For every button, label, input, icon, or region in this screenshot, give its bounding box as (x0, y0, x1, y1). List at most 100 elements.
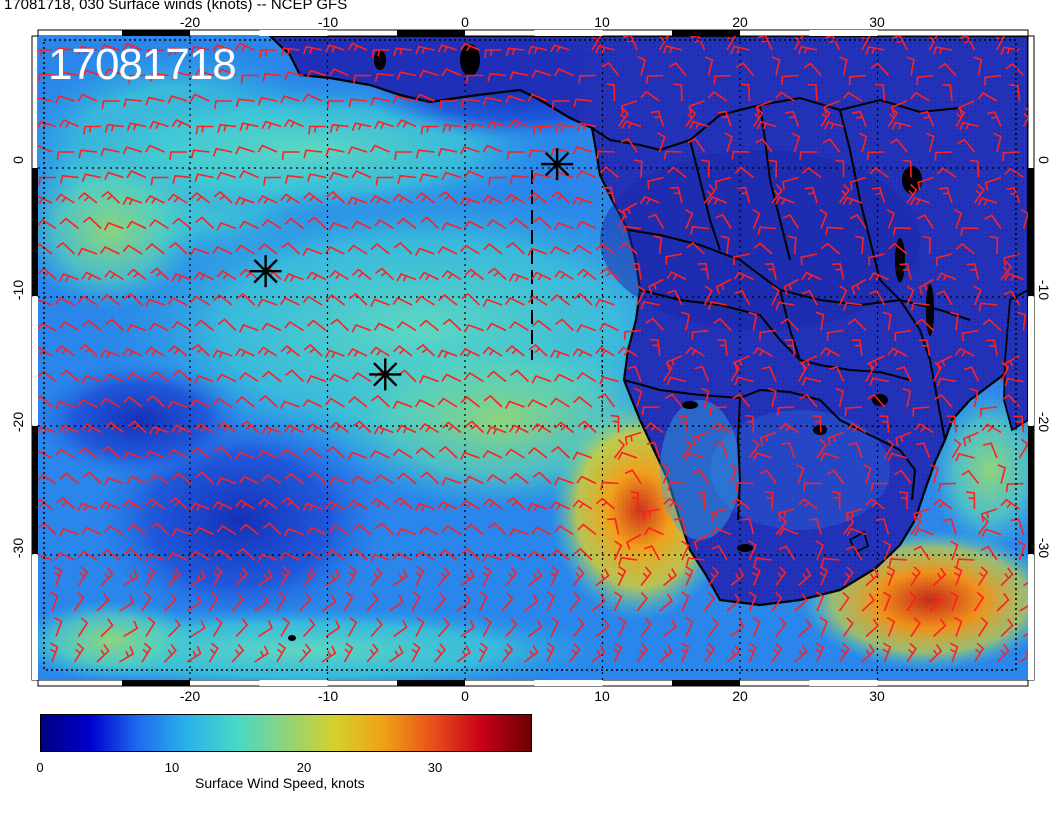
wind-barb (832, 262, 845, 280)
wind-barb (666, 355, 683, 370)
wind-barb (717, 339, 728, 357)
wind-barb (777, 406, 795, 416)
wind-barb (981, 423, 1002, 434)
wind-barb (190, 550, 210, 561)
wind-barb (506, 241, 526, 255)
wind-barb (906, 642, 917, 663)
wind-barb (797, 618, 812, 638)
wind-barb (439, 100, 457, 110)
wind-barb (437, 617, 451, 638)
wind-barb (1004, 167, 1024, 179)
wind-barb (820, 347, 840, 357)
wind-barb (81, 422, 102, 434)
wind-barb (141, 642, 152, 663)
wind-barb (261, 218, 282, 230)
wind-barb (101, 445, 121, 459)
wind-barb (757, 36, 773, 51)
wind-barb (302, 618, 316, 638)
wind-barb (528, 568, 543, 587)
wind-barb (392, 448, 413, 459)
wind-barb (55, 47, 75, 57)
wind-barb (799, 393, 818, 408)
wind-barb (842, 91, 863, 102)
wind-barb (104, 524, 124, 536)
wind-barb (460, 244, 480, 255)
wind-barb (869, 355, 885, 371)
wind-barb (55, 193, 75, 204)
wind-barb (437, 245, 458, 255)
wind-barb (647, 176, 664, 190)
wind-barb (624, 469, 642, 484)
wind-barb (801, 355, 818, 371)
wind-barb (1002, 151, 1020, 161)
wind-barb (238, 475, 259, 485)
colorbar-label: Surface Wind Speed, knots (195, 775, 365, 791)
lon-tick-segment (397, 680, 465, 686)
wind-barb (261, 473, 282, 485)
wind-barb (1004, 377, 1024, 387)
wind-barb (793, 644, 808, 663)
wind-barb (851, 278, 867, 295)
wind-barb (775, 515, 788, 536)
wind-barb (284, 217, 304, 230)
wind-barb (190, 45, 210, 55)
wind-barb (1010, 518, 1025, 535)
lon-tick-segment (809, 680, 878, 686)
wind-barb (681, 311, 691, 331)
wind-barb (216, 477, 237, 486)
wind-barb (1000, 46, 1020, 56)
wind-barb (190, 569, 206, 587)
wind-barb (280, 345, 300, 357)
wind-barb (163, 643, 177, 663)
wind-barb (438, 549, 458, 561)
wind-barb (549, 349, 570, 359)
wind-barb (550, 397, 570, 408)
wind-barb (415, 447, 435, 459)
wind-barb (306, 526, 327, 536)
wind-barb (577, 523, 597, 536)
wind-barb (189, 398, 210, 408)
wind-barb (104, 171, 124, 181)
wind-barb (645, 317, 665, 332)
wind-barb (693, 533, 709, 551)
wind-barb (863, 464, 872, 484)
wind-barb (865, 567, 879, 587)
wind-barb (1003, 253, 1020, 267)
lat-tick-segment (32, 426, 38, 554)
wind-barb (329, 269, 349, 281)
wind-barb (50, 591, 59, 612)
wind-barb (775, 91, 795, 102)
wind-barb (483, 243, 503, 255)
wind-barb (977, 91, 998, 102)
wind-barb (78, 343, 98, 357)
wind-barb (980, 406, 998, 417)
wind-barb (213, 549, 233, 561)
wind-barb (280, 617, 291, 637)
wind-barb (756, 100, 773, 115)
wind-barb (146, 394, 166, 408)
wind-barb (96, 643, 110, 663)
wind-barb (633, 387, 643, 408)
wind-barb (527, 502, 548, 512)
wind-barb (843, 301, 863, 311)
wind-barb (103, 477, 124, 486)
wind-barb (645, 74, 664, 85)
wind-barb (77, 566, 89, 586)
wind-barb (919, 110, 935, 127)
wind-barb (374, 473, 394, 485)
wind-barb (533, 125, 551, 135)
wind-barb (1006, 186, 1021, 204)
wind-barb (213, 445, 233, 459)
wind-barb (122, 347, 143, 357)
wind-barb (347, 244, 368, 255)
wind-barb (172, 217, 192, 230)
wind-barb (99, 245, 120, 255)
wind-barb (730, 497, 751, 510)
wind-barb (459, 42, 480, 52)
wind-barb (910, 515, 922, 535)
wind-barb (962, 431, 979, 447)
wind-barb (149, 72, 169, 82)
wind-barb (189, 93, 210, 102)
wind-barb (484, 49, 502, 59)
